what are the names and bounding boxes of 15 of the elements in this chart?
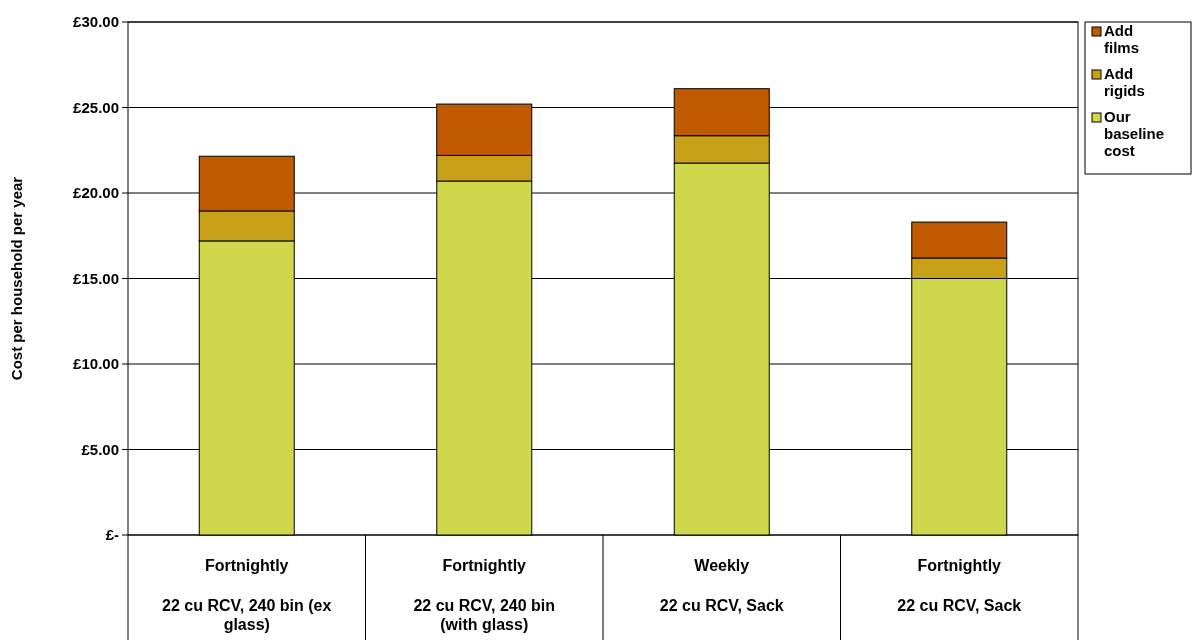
y-tick-label: £20.00 (73, 184, 119, 202)
legend-label: Add films (1104, 22, 1140, 56)
y-tick-label: £- (105, 526, 119, 544)
y-axis-title: Cost per household per year (8, 176, 25, 381)
y-tick-label: £25.00 (73, 98, 119, 116)
category-label: Fortnightly 22 cu RCV, Sack (897, 557, 1022, 614)
category-label: Fortnightly 22 cu RCV, 240 bin (ex glass) (162, 557, 332, 633)
y-tick-label: £10.00 (73, 355, 119, 373)
category-label: Weekly 22 cu RCV, Sack (659, 557, 784, 614)
legend-label: Our baseline cost (1104, 108, 1165, 159)
category-label: Fortnightly 22 cu RCV, 240 bin (with glass) (413, 557, 556, 633)
y-tick-label: £30.00 (73, 13, 119, 31)
y-tick-label: £5.00 (81, 440, 119, 458)
y-tick-label: £15.00 (73, 269, 119, 287)
legend-label: Add rigids (1104, 65, 1145, 99)
